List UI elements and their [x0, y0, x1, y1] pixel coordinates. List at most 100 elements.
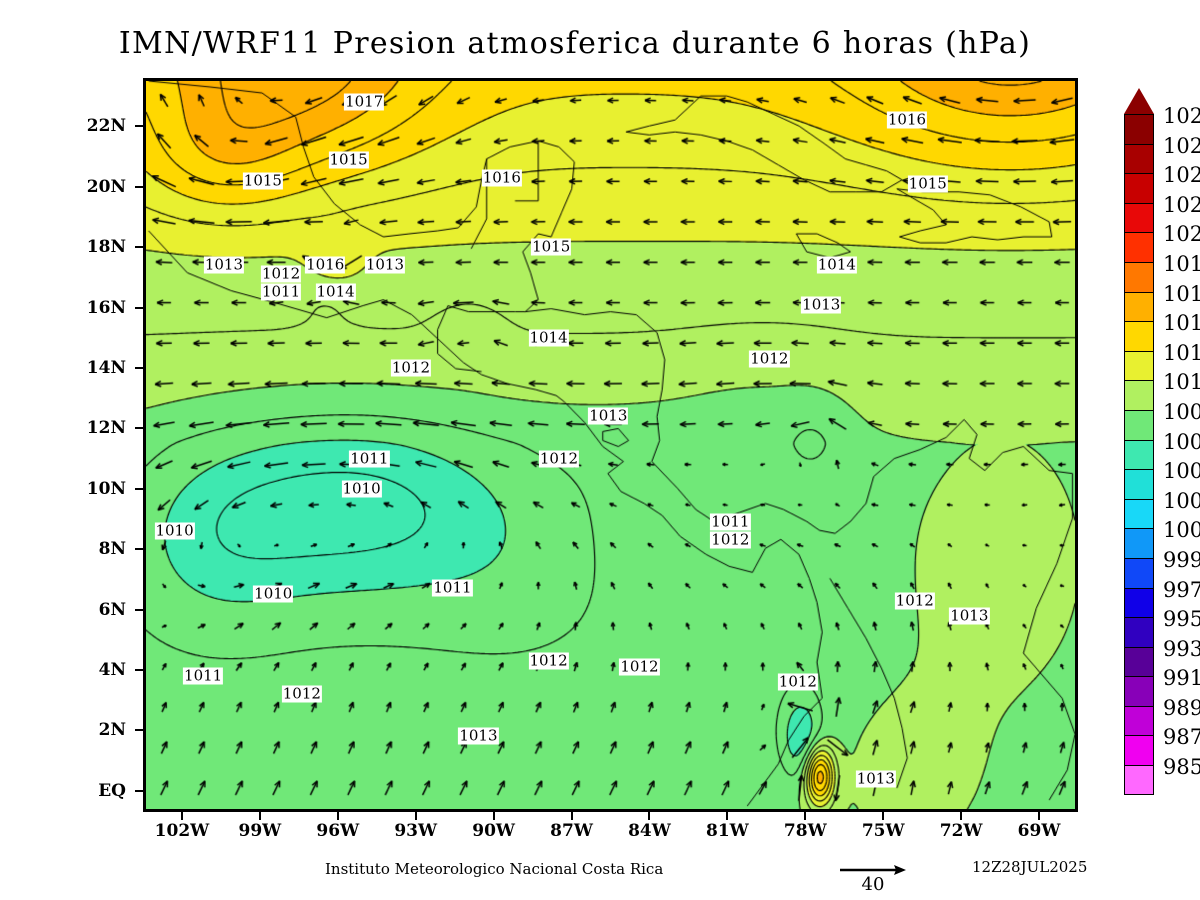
colorbar-swatch: 1007 [1124, 430, 1200, 470]
contour-label: 1010 [253, 584, 294, 603]
colorbar-tick-label: 1019 [1163, 251, 1200, 276]
y-axis-tick-label: 20N [86, 176, 126, 197]
contour-label: 1012 [894, 591, 935, 610]
x-axis-tick-label: 99W [238, 821, 282, 841]
contour-label: 1011 [710, 512, 751, 531]
colorbar-tick-label: 985 [1163, 755, 1200, 780]
y-axis-tick-label: 10N [86, 478, 126, 499]
y-axis-tick-label: 8N [98, 539, 126, 560]
colorbar-tick-label: 1025 [1163, 163, 1200, 188]
colorbar-tick-label: 993 [1163, 636, 1200, 661]
footer-valid-time: 12Z28JUL2025 [972, 858, 1088, 876]
colorbar-bottom-arrow [1124, 794, 1154, 821]
y-axis-tick-label: 2N [98, 720, 126, 741]
colorbar-tick-label: 997 [1163, 577, 1200, 602]
contour-label: 1012 [281, 684, 322, 703]
contour-label: 1014 [816, 255, 857, 274]
colorbar-swatch: 1011 [1124, 370, 1200, 410]
map-plot-area: 1017 1016 1015 1015 1016 1015 1013 1012 1011 1016… [143, 78, 1078, 812]
contour-label: 1011 [432, 578, 473, 597]
x-axis-tick [648, 812, 651, 820]
contour-label: 1012 [528, 651, 569, 670]
x-axis-tick [882, 812, 885, 820]
y-axis-tick-label: 4N [98, 660, 126, 681]
colorbar-swatch: 1027 [1124, 134, 1200, 174]
contour-label: 1012 [619, 657, 660, 676]
y-axis-tick [135, 487, 143, 490]
wind-scale-value: 40 [861, 874, 885, 895]
contour-label: 1012 [390, 358, 431, 377]
y-axis-tick [135, 125, 143, 128]
contour-label: 1014 [315, 282, 356, 301]
contour-label: 1016 [481, 168, 522, 187]
colorbar-tick-label: 1005 [1163, 459, 1200, 484]
colorbar-swatch: 985 [1124, 755, 1200, 795]
contour-label: 1017 [344, 92, 385, 111]
contour-label: 1011 [260, 282, 302, 301]
y-axis-tick-label: EQ [98, 780, 126, 801]
x-axis-tick [492, 812, 495, 820]
x-axis-tick [570, 812, 573, 820]
y-axis-tick [135, 427, 143, 430]
x-axis-tick-label: 72W [939, 821, 983, 841]
colorbar-tick-label: 987 [1163, 725, 1200, 750]
contour-label: 1010 [341, 479, 382, 498]
contour-label: 1011 [349, 449, 390, 468]
contour-label: 1013 [203, 255, 244, 274]
x-axis-tick [258, 812, 261, 820]
x-axis-tick-label: 102W [154, 821, 210, 841]
colorbar-swatch: 1019 [1124, 252, 1200, 292]
contour-label: 1013 [855, 769, 896, 788]
contour-label: 1011 [183, 666, 224, 685]
contour-label: 1013 [801, 295, 842, 314]
colorbar-tick-label: 991 [1163, 666, 1200, 691]
y-axis-tick-label: 16N [86, 297, 126, 318]
colorbar-swatch: 1017 [1124, 282, 1200, 322]
y-axis-tick-label: 18N [86, 237, 126, 258]
y-axis-tick [135, 366, 143, 369]
contour-label: 1012 [777, 672, 818, 691]
x-axis-tick-label: 84W [628, 821, 671, 841]
colorbar-swatch: 993 [1124, 637, 1200, 677]
colorbar-swatch: 1025 [1124, 163, 1200, 203]
contour-label: 1015 [328, 150, 369, 169]
y-axis-tick [135, 729, 143, 732]
page-title: IMN/WRF11 Presion atmosferica durante 6 … [118, 26, 1032, 61]
colorbar-tick-label: 1017 [1163, 281, 1200, 306]
colorbar-tick-label: 989 [1163, 695, 1200, 720]
contour-label: 1013 [588, 406, 629, 425]
colorbar-swatch: 1005 [1124, 459, 1200, 499]
colorbar-tick-label: 1015 [1163, 311, 1200, 336]
colorbar-tick-label: 999 [1163, 547, 1200, 572]
x-axis-tick-label: 69W [1017, 821, 1061, 841]
colorbar-tick-label: 1023 [1163, 192, 1200, 217]
x-axis-tick-label: 75W [861, 821, 905, 841]
contour-label: 1014 [528, 328, 569, 347]
colorbar-swatch: 1015 [1124, 311, 1200, 351]
y-axis-tick [135, 185, 143, 188]
colorbar-swatch: 1003 [1124, 489, 1200, 529]
colorbar-tick-label: 1011 [1163, 370, 1200, 395]
y-axis-tick [135, 246, 143, 249]
colorbar-swatch: 1023 [1124, 193, 1200, 233]
footer-institute-label: Instituto Meteorologico Nacional Costa R… [325, 860, 664, 878]
colorbar-swatch: 1013 [1124, 341, 1200, 381]
x-axis-tick [726, 812, 729, 820]
colorbar-tick-label: 1007 [1163, 429, 1200, 454]
colorbar-swatch: 991 [1124, 666, 1200, 706]
x-axis-tick-label: 81W [706, 821, 749, 841]
y-axis-tick-label: 12N [86, 418, 126, 439]
y-axis-tick [135, 608, 143, 611]
contour-label: 1016 [305, 255, 346, 274]
y-axis-tick [135, 306, 143, 309]
contour-label: 1012 [538, 449, 580, 468]
x-axis-tick-label: 93W [394, 821, 438, 841]
y-axis-tick-label: 6N [98, 599, 126, 620]
contour-label: 1012 [710, 530, 751, 549]
